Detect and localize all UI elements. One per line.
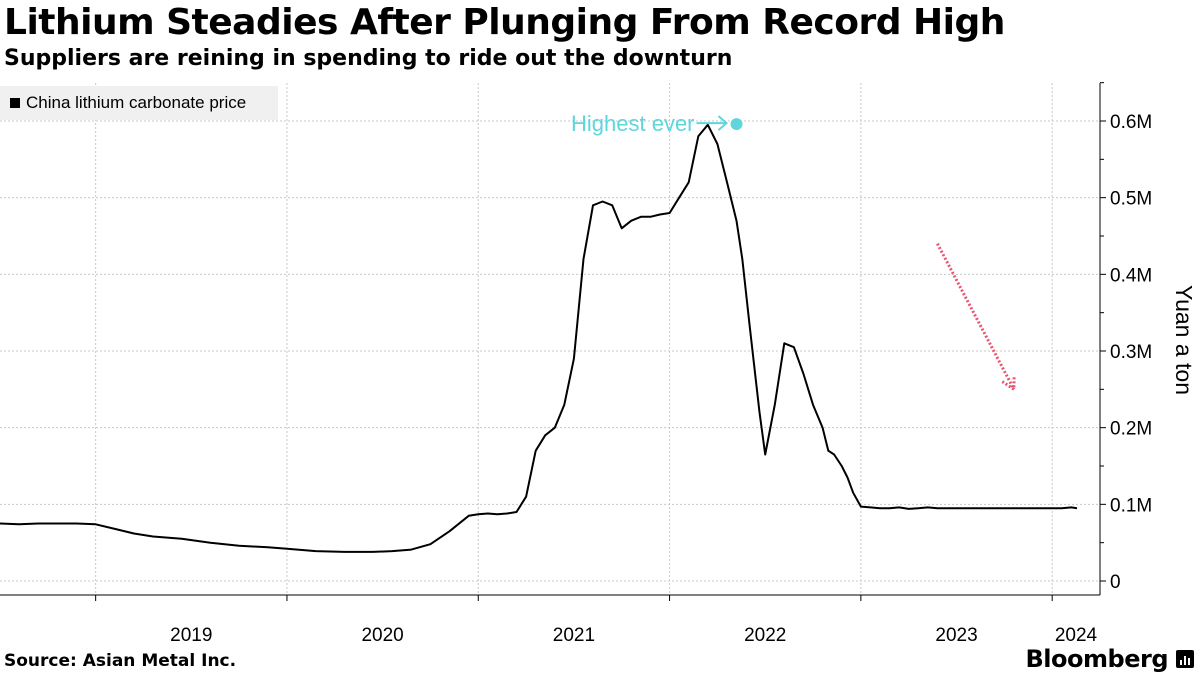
y-tick-label: 0.4M	[1110, 265, 1152, 286]
x-tick-label: 2022	[744, 625, 786, 646]
trend-arrow	[936, 242, 1016, 391]
x-tick-label: 2019	[170, 625, 212, 646]
peak-arrow-head	[717, 115, 729, 131]
annotations: Highest ever	[571, 111, 1016, 393]
y-tick-label: 0	[1110, 572, 1121, 593]
x-tick-label: 2024	[1055, 625, 1098, 646]
brand-logo: Bloomberg	[1025, 645, 1169, 673]
y-axis-title: Yuan a ton	[1171, 285, 1197, 395]
trend-arrow-head	[1001, 375, 1016, 393]
y-tick-label: 0.2M	[1110, 419, 1152, 440]
x-tick-label: 2021	[553, 625, 595, 646]
bloomberg-chart-icon	[1176, 650, 1194, 668]
legend-swatch	[10, 98, 20, 108]
peak-marker	[730, 118, 743, 131]
x-tick-label: 2023	[935, 625, 977, 646]
axes: 0 0.1M 0.2M 0.3M 0.4M 0.5M 0.6M 2019 2020 2021 202…	[0, 82, 1197, 646]
y-tick-label: 0.3M	[1110, 342, 1152, 363]
legend-label: China lithium carbonate price	[26, 93, 247, 112]
price-series	[0, 123, 1078, 553]
series-line	[0, 123, 1078, 553]
peak-label: Highest ever	[571, 111, 695, 136]
y-tick-label: 0.1M	[1110, 495, 1152, 516]
chart-title: Lithium Steadies After Plunging From Rec…	[4, 2, 1005, 43]
y-tick-label: 0.5M	[1110, 189, 1152, 210]
x-tick-label: 2020	[361, 625, 403, 646]
source-note: Source: Asian Metal Inc.	[4, 651, 237, 671]
grid	[0, 83, 1100, 595]
chart-subtitle: Suppliers are reining in spending to rid…	[4, 46, 733, 71]
y-tick-label: 0.6M	[1110, 112, 1152, 133]
legend: China lithium carbonate price	[0, 86, 278, 120]
